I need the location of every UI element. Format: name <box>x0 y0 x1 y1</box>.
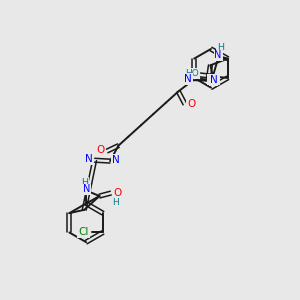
Text: O: O <box>96 145 105 154</box>
Text: Cl: Cl <box>208 74 219 84</box>
Text: H: H <box>112 198 119 207</box>
Text: Cl: Cl <box>78 227 89 238</box>
Text: N: N <box>184 74 192 84</box>
Text: H: H <box>81 178 88 187</box>
Text: HO: HO <box>185 69 199 78</box>
Text: N: N <box>112 154 119 165</box>
Text: N: N <box>85 154 93 164</box>
Text: N: N <box>83 184 90 194</box>
Text: N: N <box>214 50 222 60</box>
Text: O: O <box>113 188 122 198</box>
Text: H: H <box>217 44 224 52</box>
Text: O: O <box>187 99 196 109</box>
Text: N: N <box>209 75 217 85</box>
